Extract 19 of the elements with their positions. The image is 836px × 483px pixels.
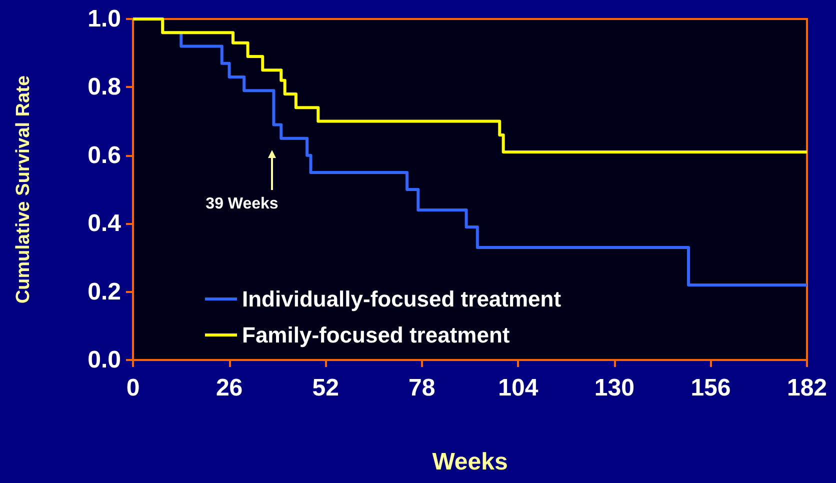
x-tick-label: 52 [312,374,339,402]
legend-label: Family-focused treatment [242,322,510,348]
x-tick-label: 78 [408,374,436,402]
x-tick-label: 130 [594,374,634,402]
x-axis-title: Weeks [432,448,508,476]
y-tick-label: 0.4 [88,210,122,238]
x-tick-label: 156 [690,374,731,402]
annotation: 39 Weeks [206,196,278,212]
y-tick-label: 0.0 [88,346,121,374]
x-tick-label: 104 [498,374,539,402]
x-tick-label: 182 [786,374,828,402]
y-tick-label: 1.0 [88,6,121,32]
x-tick-label: 0 [126,374,140,402]
y-tick-label: 0.2 [88,278,121,306]
y-axis-title: Cumulative Survival Rate [13,75,34,304]
legend-label: Individually-focused treatment [242,286,562,312]
y-tick-label: 0.6 [88,142,121,169]
x-tick-label: 26 [216,374,243,402]
y-tick-label: 0.8 [88,74,121,101]
